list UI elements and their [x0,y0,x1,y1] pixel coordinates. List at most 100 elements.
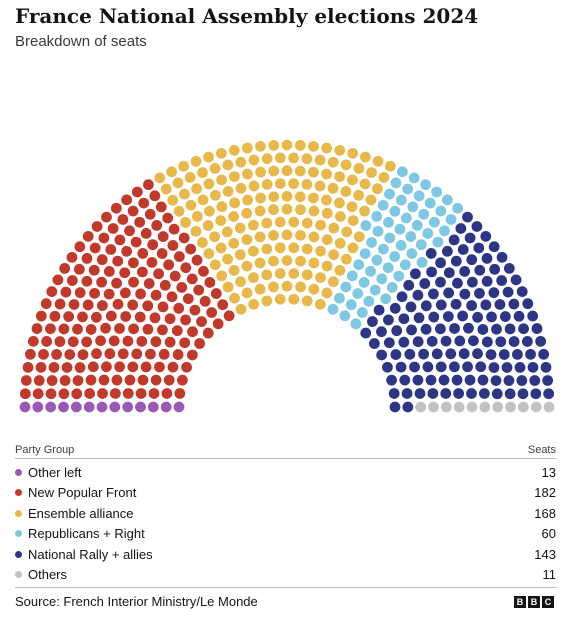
seat-dot [209,259,221,271]
seat-dot [406,248,418,259]
seats-table: Party Group Seats Other left 13 New Popu… [15,442,556,588]
seat-dot [150,289,162,301]
seat-dot [174,388,186,399]
seat-dot [158,348,170,360]
seat-dot [235,276,246,288]
seat-dot [117,348,129,360]
seat-dot [399,259,411,271]
seat-dot [190,155,202,167]
seat-dot [35,361,47,373]
seat-dot [212,318,224,330]
seat-dot [368,338,380,349]
seat-dot [254,205,266,217]
seat-dot [488,287,500,299]
seat-dot [31,323,43,334]
seat-dot [97,300,108,311]
seat-dot [372,225,384,237]
seat-dot [162,212,174,224]
seat-dot [503,263,515,274]
seat-dot [435,299,447,311]
seat-dot [202,220,214,231]
seat-dot [366,237,377,248]
seat-dot [491,323,502,335]
seat-dot [538,348,550,360]
seat-dot [352,288,364,299]
seat-dot [241,260,253,272]
seat-dot [504,388,516,400]
seat-dot [268,229,279,241]
seat-dot [173,205,185,217]
seat-dot [157,324,168,336]
seat-dot [160,183,172,195]
seat-dot [327,182,339,194]
seat-dot [420,179,431,191]
seat-dot [426,335,438,347]
legend-dot [15,550,22,558]
seat-dot [359,205,370,217]
seat-dot [105,310,117,322]
seat-dot [308,257,320,269]
seat-dot [477,324,489,335]
seat-dot [255,192,266,204]
seat-dot [431,186,443,198]
seat-dot [412,374,424,386]
seat-dot [261,178,273,190]
seat-dot [346,270,358,282]
seat-dot [124,225,135,237]
seat-dot [166,166,178,178]
seat-dot [153,268,164,280]
legend-dot [15,489,22,497]
seat-dot [68,299,80,310]
seat-dot [222,159,234,171]
seat-dot [128,257,139,269]
seat-dot [122,401,134,413]
seat-dot [395,361,407,373]
table-rows: Other left 13 New Popular Front 182 Ense… [15,459,556,588]
seat-dot [516,286,528,298]
seat-dot [435,257,446,269]
seat-dot [186,273,198,285]
seat-dot [77,311,88,323]
seat-dot [383,314,394,326]
seat-dot [505,401,516,413]
seat-dot [83,401,95,413]
seat-dot [543,388,555,400]
seat-dot [203,151,214,163]
seat-dot [112,255,124,267]
seat-dot [67,336,79,348]
seat-dot [234,249,246,261]
seat-dot [197,194,209,206]
seat-dot [180,314,191,326]
seat-dot [371,254,383,266]
seat-dot [356,307,368,318]
seat-dot [301,178,313,190]
logo-letter: B [514,596,526,608]
seat-dot [358,277,370,288]
seat-dot [140,228,152,239]
seat-dot [367,316,378,327]
seat-dot [254,283,266,295]
seat-dot [182,293,194,305]
seat-dot [464,232,476,244]
seat-dot [255,166,266,178]
seat-dot [459,265,471,277]
seat-dot [334,292,345,304]
seat-dot [89,287,100,299]
seat-dot [248,298,260,310]
seat-dot [413,190,425,202]
hemicycle-chart [19,139,555,413]
seat-dot [295,204,306,216]
seat-dot [295,281,306,293]
seat-dot [176,282,188,293]
seat-dot [383,337,395,349]
seat-dot [400,212,412,224]
seat-dot [143,278,155,289]
seat-dot [353,189,364,201]
seat-dot [412,289,424,301]
seat-dot [235,156,247,168]
seat-dot [422,228,434,239]
seat-dot [119,287,131,299]
seat-dot [204,277,216,288]
seat-dot [46,286,58,298]
seat-dot [481,275,493,287]
